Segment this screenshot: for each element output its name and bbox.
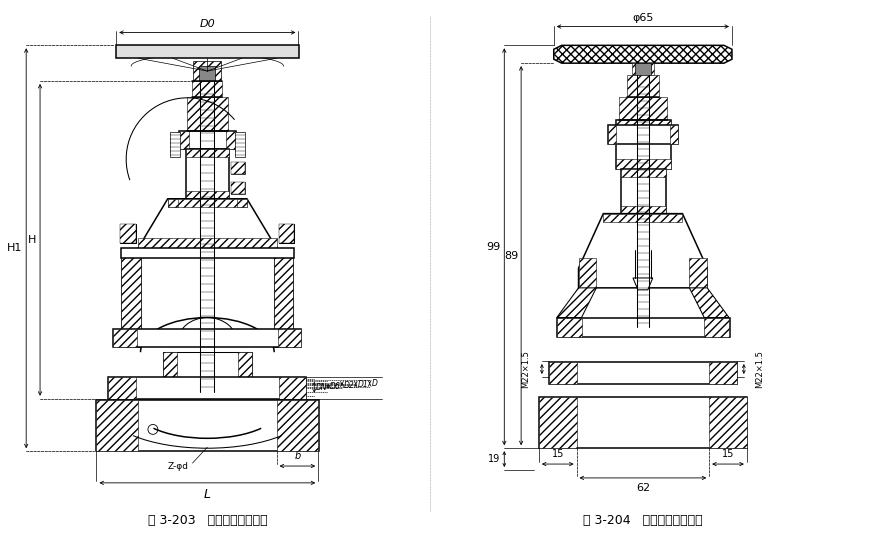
Bar [235, 133, 245, 157]
Bar [273, 248, 294, 347]
Text: 15: 15 [551, 449, 564, 459]
Bar [231, 182, 245, 194]
Bar [231, 182, 245, 194]
Bar [108, 377, 136, 399]
Text: L: L [204, 488, 211, 501]
Text: 19: 19 [488, 454, 500, 464]
Bar [549, 362, 737, 384]
Bar [97, 399, 138, 451]
Bar [632, 63, 654, 75]
Text: D6: D6 [330, 383, 341, 391]
Bar [539, 397, 746, 448]
Bar [179, 132, 236, 149]
Bar [279, 224, 294, 243]
Bar [277, 399, 318, 451]
Text: 图 3-203   上螺纹阀杆截止阀: 图 3-203 上螺纹阀杆截止阀 [147, 514, 267, 527]
Bar [549, 362, 577, 384]
Bar [121, 248, 141, 347]
Bar [97, 399, 319, 451]
Bar [237, 199, 247, 207]
Bar [120, 224, 136, 243]
Bar [168, 199, 178, 207]
Bar [179, 132, 188, 149]
Bar [186, 149, 229, 199]
Bar [186, 149, 229, 157]
Polygon shape [554, 45, 732, 63]
Bar [273, 248, 294, 347]
Bar [278, 329, 301, 347]
Bar [705, 317, 729, 338]
Bar [192, 81, 222, 97]
Bar [231, 162, 245, 174]
Bar [709, 362, 737, 384]
Bar [170, 133, 179, 157]
Text: DN: DN [316, 384, 327, 392]
Bar [621, 169, 665, 214]
Bar [627, 75, 658, 97]
Text: M22×1.5: M22×1.5 [522, 350, 530, 388]
Text: D1: D1 [358, 380, 368, 390]
Bar [690, 258, 707, 288]
Bar [186, 97, 228, 132]
Bar [616, 119, 671, 129]
Bar [621, 169, 665, 177]
Bar [168, 199, 247, 207]
Text: D2: D2 [344, 381, 354, 390]
Bar [578, 258, 597, 288]
Bar [108, 377, 307, 399]
Bar [121, 248, 141, 347]
Bar [621, 206, 665, 214]
Bar [199, 66, 215, 81]
Bar [279, 377, 307, 399]
Bar [616, 159, 671, 169]
Bar [619, 97, 666, 119]
Bar [120, 224, 136, 243]
Polygon shape [138, 199, 277, 248]
Polygon shape [690, 288, 729, 317]
Bar [608, 124, 616, 144]
Text: Z-φd: Z-φd [167, 461, 188, 471]
Bar [121, 248, 294, 258]
Bar [616, 119, 671, 169]
Bar [163, 352, 252, 392]
Polygon shape [578, 214, 707, 288]
Bar [113, 329, 301, 347]
Polygon shape [633, 278, 652, 290]
Text: 99: 99 [486, 242, 500, 252]
Bar [186, 191, 229, 199]
Text: D: D [372, 379, 377, 389]
Bar [279, 224, 294, 243]
Bar [557, 317, 730, 338]
Bar [608, 124, 678, 144]
Bar [635, 63, 651, 75]
Text: D0: D0 [199, 19, 215, 28]
Text: φ65: φ65 [632, 13, 653, 22]
Bar [238, 352, 252, 392]
Text: 图 3-204   下螺纹阀杆截止阀: 图 3-204 下螺纹阀杆截止阀 [583, 514, 703, 527]
Text: H1: H1 [7, 243, 23, 253]
Bar [670, 124, 678, 144]
Text: 15: 15 [722, 449, 734, 459]
Bar [557, 317, 582, 338]
Bar [163, 352, 177, 392]
Bar [116, 45, 300, 58]
Bar [138, 238, 277, 248]
Circle shape [148, 425, 158, 435]
Text: 62: 62 [636, 483, 650, 493]
Text: 89: 89 [504, 251, 518, 261]
Bar [231, 162, 245, 174]
Text: M22×1.5: M22×1.5 [755, 350, 764, 388]
Bar [604, 214, 683, 221]
Polygon shape [557, 288, 597, 317]
Bar [226, 132, 236, 149]
Text: H: H [28, 235, 36, 245]
Bar [113, 329, 137, 347]
Text: b: b [294, 451, 300, 461]
Bar [709, 397, 746, 448]
Bar [539, 397, 577, 448]
Bar [193, 61, 221, 81]
